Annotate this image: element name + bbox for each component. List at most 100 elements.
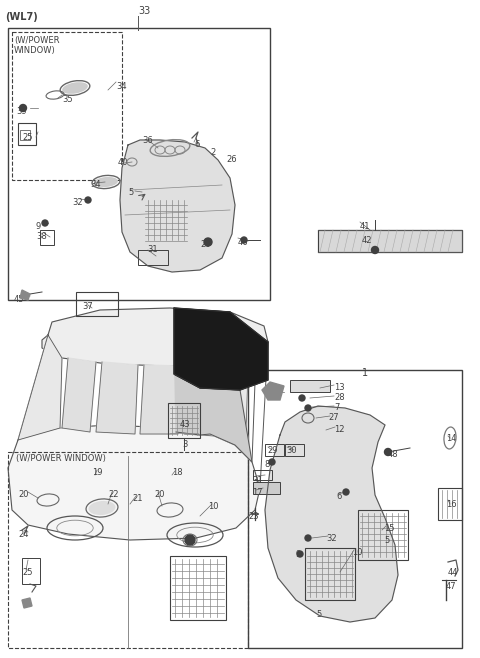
Text: 47: 47 xyxy=(446,582,456,591)
Circle shape xyxy=(305,405,311,411)
Text: WINDOW): WINDOW) xyxy=(14,46,56,55)
Polygon shape xyxy=(140,365,180,434)
Text: 26: 26 xyxy=(226,155,237,164)
Text: 4: 4 xyxy=(266,388,271,397)
Text: 3: 3 xyxy=(182,440,187,449)
Bar xyxy=(8,28,270,300)
Text: 39: 39 xyxy=(16,107,26,116)
Text: 20: 20 xyxy=(154,490,165,499)
Ellipse shape xyxy=(88,501,116,515)
Text: 40: 40 xyxy=(118,158,129,167)
Text: 20: 20 xyxy=(18,490,28,499)
Text: 31: 31 xyxy=(252,476,263,485)
Text: 34: 34 xyxy=(90,180,101,189)
Polygon shape xyxy=(42,308,268,366)
Circle shape xyxy=(384,449,392,455)
Text: 1: 1 xyxy=(362,368,368,378)
Bar xyxy=(253,470,272,480)
Circle shape xyxy=(20,105,26,111)
Text: 5: 5 xyxy=(316,610,321,619)
Polygon shape xyxy=(18,335,62,440)
Text: 25: 25 xyxy=(22,133,33,142)
Text: 46: 46 xyxy=(238,238,249,247)
Bar xyxy=(76,292,118,316)
Circle shape xyxy=(343,489,349,495)
Circle shape xyxy=(372,247,379,253)
Bar xyxy=(285,444,304,456)
Polygon shape xyxy=(120,140,235,272)
Bar xyxy=(248,370,462,648)
Text: 23: 23 xyxy=(248,512,259,521)
Text: 43: 43 xyxy=(180,420,191,429)
Circle shape xyxy=(297,551,303,557)
Text: (W/POWER WINDOW): (W/POWER WINDOW) xyxy=(16,454,106,463)
Bar xyxy=(20,130,30,140)
Text: 11: 11 xyxy=(184,536,194,545)
Polygon shape xyxy=(175,375,252,462)
Text: 17: 17 xyxy=(252,488,263,497)
Text: 32: 32 xyxy=(326,534,336,543)
Text: 34: 34 xyxy=(116,82,127,91)
Text: 44: 44 xyxy=(448,568,458,577)
Text: 5: 5 xyxy=(128,188,133,197)
Bar xyxy=(305,548,355,600)
Bar xyxy=(12,32,122,180)
Text: 7: 7 xyxy=(334,403,339,412)
Text: 14: 14 xyxy=(446,434,456,443)
Text: 30: 30 xyxy=(286,446,297,455)
Text: 20: 20 xyxy=(200,240,211,249)
Polygon shape xyxy=(224,368,248,434)
Circle shape xyxy=(269,459,275,465)
Bar xyxy=(358,510,408,560)
Text: 37: 37 xyxy=(82,302,93,311)
Polygon shape xyxy=(265,406,398,622)
Text: (W/POWER: (W/POWER xyxy=(14,36,60,45)
Circle shape xyxy=(305,535,311,541)
Text: 8: 8 xyxy=(264,460,269,469)
Text: 31: 31 xyxy=(147,245,157,254)
Polygon shape xyxy=(20,290,30,300)
Bar xyxy=(18,123,36,145)
Text: 9: 9 xyxy=(296,550,301,559)
Text: 33: 33 xyxy=(138,6,150,16)
Text: 45: 45 xyxy=(14,295,24,304)
Text: 13: 13 xyxy=(334,383,345,392)
Bar xyxy=(170,556,226,620)
Circle shape xyxy=(204,238,212,246)
Text: 48: 48 xyxy=(388,450,398,459)
Text: 6: 6 xyxy=(336,492,341,501)
Text: 9: 9 xyxy=(36,222,41,231)
Polygon shape xyxy=(22,598,32,608)
Text: 28: 28 xyxy=(334,393,345,402)
Bar xyxy=(168,403,200,438)
Text: 5: 5 xyxy=(384,536,389,545)
Text: 29: 29 xyxy=(267,446,277,455)
Text: 12: 12 xyxy=(334,425,345,434)
Polygon shape xyxy=(174,308,268,390)
Bar xyxy=(40,230,54,245)
Bar xyxy=(8,452,248,648)
Circle shape xyxy=(241,237,247,243)
Text: 27: 27 xyxy=(328,413,338,422)
Bar xyxy=(318,230,462,252)
Text: 10: 10 xyxy=(208,502,218,511)
Polygon shape xyxy=(8,425,260,540)
Text: 15: 15 xyxy=(384,524,395,533)
Text: 22: 22 xyxy=(108,490,119,499)
Ellipse shape xyxy=(94,177,118,187)
Text: 10: 10 xyxy=(352,548,362,557)
Text: 25: 25 xyxy=(22,568,33,577)
Bar xyxy=(438,488,462,520)
Polygon shape xyxy=(96,362,138,434)
Polygon shape xyxy=(262,382,284,400)
Text: 35: 35 xyxy=(62,95,72,104)
Polygon shape xyxy=(318,230,462,252)
Circle shape xyxy=(299,395,305,401)
Bar xyxy=(253,482,280,494)
Text: 16: 16 xyxy=(446,500,456,509)
Circle shape xyxy=(85,197,91,203)
Polygon shape xyxy=(184,366,218,436)
Text: 42: 42 xyxy=(362,236,372,245)
Ellipse shape xyxy=(62,82,88,94)
Text: 21: 21 xyxy=(132,494,143,503)
